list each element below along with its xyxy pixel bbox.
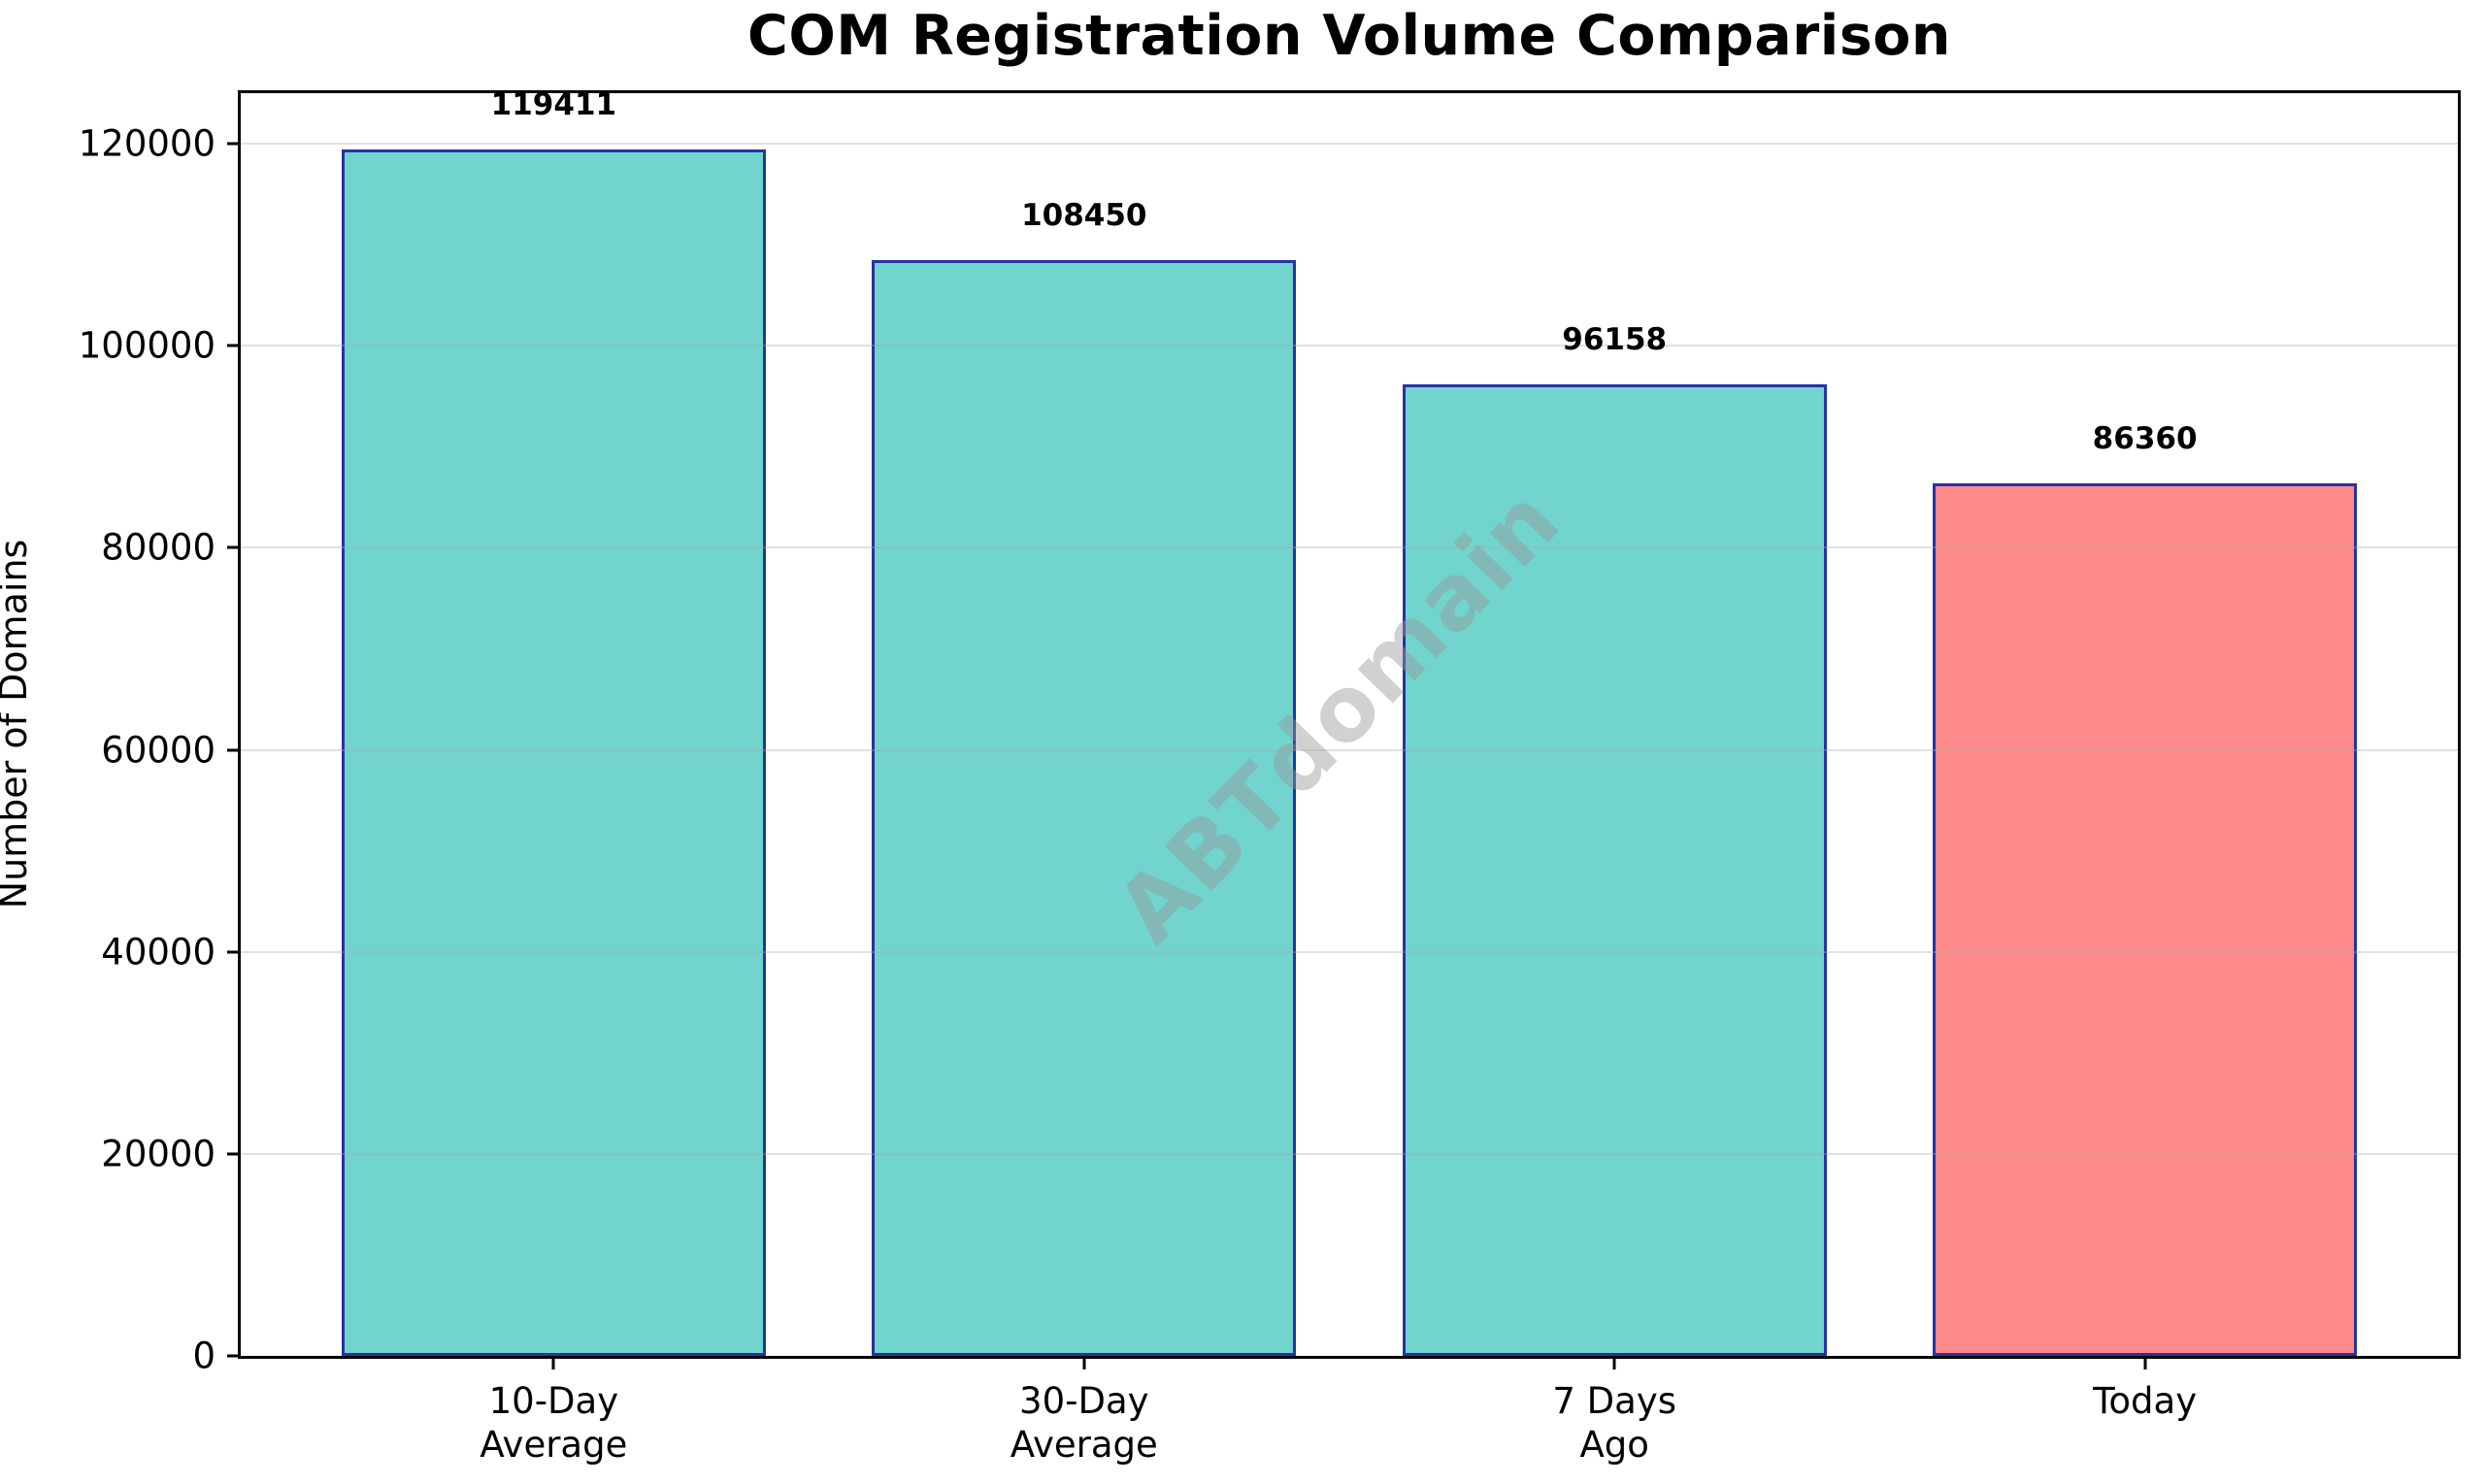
plot-area: ABTdomain 0 20000 40000 60000 80000 100000 120… xyxy=(79,87,2461,1466)
y-axis-title: Number of Domains xyxy=(0,539,35,909)
x-tick-mark xyxy=(1612,1356,1616,1369)
y-tick-label: 80000 xyxy=(101,526,215,569)
gridline xyxy=(241,1152,2458,1155)
x-tick-mark xyxy=(551,1356,555,1369)
bar-value-label: 108450 xyxy=(1021,198,1147,234)
x-tick-label: Today xyxy=(2093,1380,2198,1422)
y-tick-label: 0 xyxy=(192,1335,215,1377)
bar xyxy=(1933,483,2358,1356)
y-tick-mark xyxy=(227,748,241,752)
y-tick-mark xyxy=(227,344,241,347)
y-tick-mark xyxy=(227,142,241,146)
y-tick-label: 100000 xyxy=(78,324,215,367)
gridline xyxy=(241,143,2458,146)
x-tick-mark xyxy=(1082,1356,1086,1369)
y-tick-mark xyxy=(227,1152,241,1156)
gridline xyxy=(241,546,2458,549)
y-tick-label: 120000 xyxy=(78,122,215,165)
bar-value-label: 86360 xyxy=(2092,421,2198,457)
x-tick-label: 7 Days Ago xyxy=(1552,1380,1677,1466)
x-tick-label: 30-Day Average xyxy=(1010,1380,1158,1466)
gridline xyxy=(241,345,2458,347)
bar xyxy=(341,149,766,1356)
bar-value-label: 119411 xyxy=(490,87,617,123)
x-tick-mark xyxy=(2143,1356,2147,1369)
gridline xyxy=(241,950,2458,953)
y-tick-label: 60000 xyxy=(101,729,215,772)
bar xyxy=(872,260,1297,1356)
y-tick-mark xyxy=(227,1354,241,1358)
y-tick-label: 40000 xyxy=(101,931,215,973)
y-tick-mark xyxy=(227,950,241,954)
y-tick-label: 20000 xyxy=(101,1133,215,1175)
chart-title: COM Registration Volume Comparison xyxy=(747,4,1951,68)
bar-value-label: 96158 xyxy=(1562,322,1668,358)
bar xyxy=(1402,384,1827,1356)
gridline xyxy=(241,748,2458,751)
y-axis-title-wrap: Number of Domains xyxy=(0,0,78,1484)
x-tick-label: 10-Day Average xyxy=(480,1380,628,1466)
y-tick-mark xyxy=(227,545,241,549)
